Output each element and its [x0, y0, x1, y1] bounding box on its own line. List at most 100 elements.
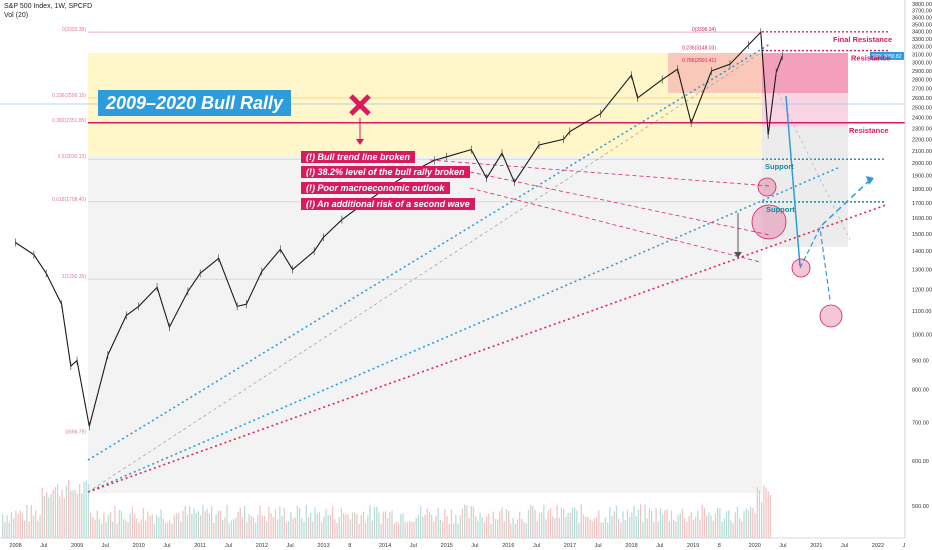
- y-tick-label: 600.00: [912, 459, 929, 465]
- volume-bar: [123, 519, 125, 538]
- volume-bar: [338, 517, 340, 538]
- volume-bar: [266, 521, 268, 538]
- volume-bar: [428, 511, 431, 538]
- volume-bar: [283, 507, 285, 538]
- volume-bar: [125, 520, 127, 538]
- volume-bar: [63, 498, 65, 538]
- x-tick-label: Jul: [287, 543, 294, 549]
- volume-bar: [65, 485, 68, 538]
- volume-bar: [437, 508, 439, 538]
- y-tick-label: 1100.00: [912, 309, 931, 315]
- volume-bar: [494, 519, 497, 538]
- volume-bar: [640, 504, 642, 538]
- bull-rally-title[interactable]: 2009–2020 Bull Rally: [98, 90, 291, 116]
- volume-bar: [285, 522, 288, 538]
- support-lower-label: Support: [766, 205, 795, 214]
- volume-bar: [659, 507, 662, 538]
- volume-bar: [622, 511, 624, 538]
- volume-bar: [329, 515, 332, 538]
- volume-bar: [186, 514, 189, 538]
- annotation-second-wave[interactable]: (!) An additional risk of a second wave: [301, 198, 475, 210]
- annotation-trend-broken[interactable]: (!) Bull trend line broken: [301, 151, 416, 163]
- volume-bar: [508, 510, 510, 538]
- volume-bar: [195, 513, 197, 538]
- volume-bar: [202, 504, 204, 538]
- fib-zone-right-top: [668, 53, 762, 93]
- highlight-circle-break: [757, 177, 777, 197]
- volume-bar: [349, 519, 351, 538]
- volume-bar: [435, 515, 437, 538]
- volume-bar: [556, 505, 558, 538]
- volume-bar: [94, 519, 96, 538]
- y-tick-label: 3100.00: [912, 52, 932, 58]
- forecast-arrow-head: [866, 176, 874, 185]
- volume-bar: [57, 483, 59, 538]
- volume-bar: [483, 522, 486, 538]
- volume-bar: [479, 512, 481, 538]
- volume-bar: [206, 508, 208, 538]
- volume-bar: [446, 516, 448, 538]
- volume-bar: [677, 515, 679, 538]
- annotation-382-broken[interactable]: (!) 38.2% level of the bull rally broken: [301, 166, 470, 178]
- volume-bar: [400, 514, 402, 538]
- x-tick-label: Jul: [102, 543, 109, 549]
- volume-indicator-label[interactable]: Vol (20): [4, 12, 29, 19]
- y-tick-label: 700.00: [912, 421, 929, 427]
- bull-trend-line[interactable]: [87, 166, 841, 493]
- volume-bar: [239, 507, 241, 538]
- volume-bar: [180, 521, 182, 538]
- volume-bar: [461, 508, 464, 538]
- volume-bar: [697, 510, 699, 538]
- x-tick-label: 2017: [564, 543, 576, 549]
- symbol-title[interactable]: S&P 500 Index, 1W, SPCFD: [4, 3, 93, 10]
- volume-bar: [61, 489, 63, 538]
- volume-bar: [422, 516, 424, 538]
- upper-channel-line[interactable]: [87, 43, 771, 461]
- volume-bar: [153, 523, 156, 538]
- volume-bar: [615, 505, 618, 538]
- volume-bar: [534, 509, 536, 538]
- volume-bar: [259, 505, 261, 538]
- volume-bar: [602, 522, 604, 538]
- volume-bar: [140, 519, 142, 538]
- volume-bar: [631, 512, 633, 538]
- price-line[interactable]: [15, 31, 783, 427]
- highlight-circle-support: [791, 258, 811, 278]
- volume-bar: [398, 522, 400, 538]
- x-tick-label: 2021: [810, 543, 822, 549]
- volume-bar: [279, 506, 281, 538]
- volume-bar: [488, 513, 490, 538]
- volume-bar: [164, 522, 167, 538]
- volume-bar: [35, 510, 37, 538]
- volume-bar: [272, 517, 274, 538]
- long-term-support-line[interactable]: [87, 204, 887, 493]
- volume-bar: [684, 518, 686, 538]
- volume-bar: [593, 518, 596, 538]
- volume-bar: [444, 508, 446, 538]
- volume-bar: [41, 488, 43, 538]
- volume-bar: [310, 512, 312, 538]
- volume-bar: [600, 522, 602, 538]
- volume-bar: [292, 518, 294, 538]
- volume-bar: [558, 517, 560, 538]
- volume-bar: [224, 517, 226, 538]
- volume-bar: [395, 521, 398, 538]
- volume-bar: [505, 509, 508, 538]
- volume-bar: [497, 519, 499, 538]
- y-tick-label: 1800.00: [912, 187, 932, 193]
- volume-bar: [369, 504, 371, 538]
- price-tag-label[interactable]: SPX 3080.82: [872, 54, 902, 60]
- volume-bar: [750, 506, 752, 538]
- volume-bar: [607, 522, 609, 538]
- volume-bar: [244, 506, 246, 538]
- volume-bar: [648, 508, 651, 538]
- volume-bar: [85, 480, 87, 538]
- volume-bar: [175, 513, 178, 538]
- volume-bar: [178, 513, 180, 538]
- volume-bar: [411, 521, 413, 538]
- volume-bar: [472, 506, 475, 538]
- annotation-macro-outlook[interactable]: (!) Poor macroeconomic outlook: [301, 182, 450, 194]
- volume-bar: [127, 522, 129, 538]
- volume-bar: [103, 512, 105, 538]
